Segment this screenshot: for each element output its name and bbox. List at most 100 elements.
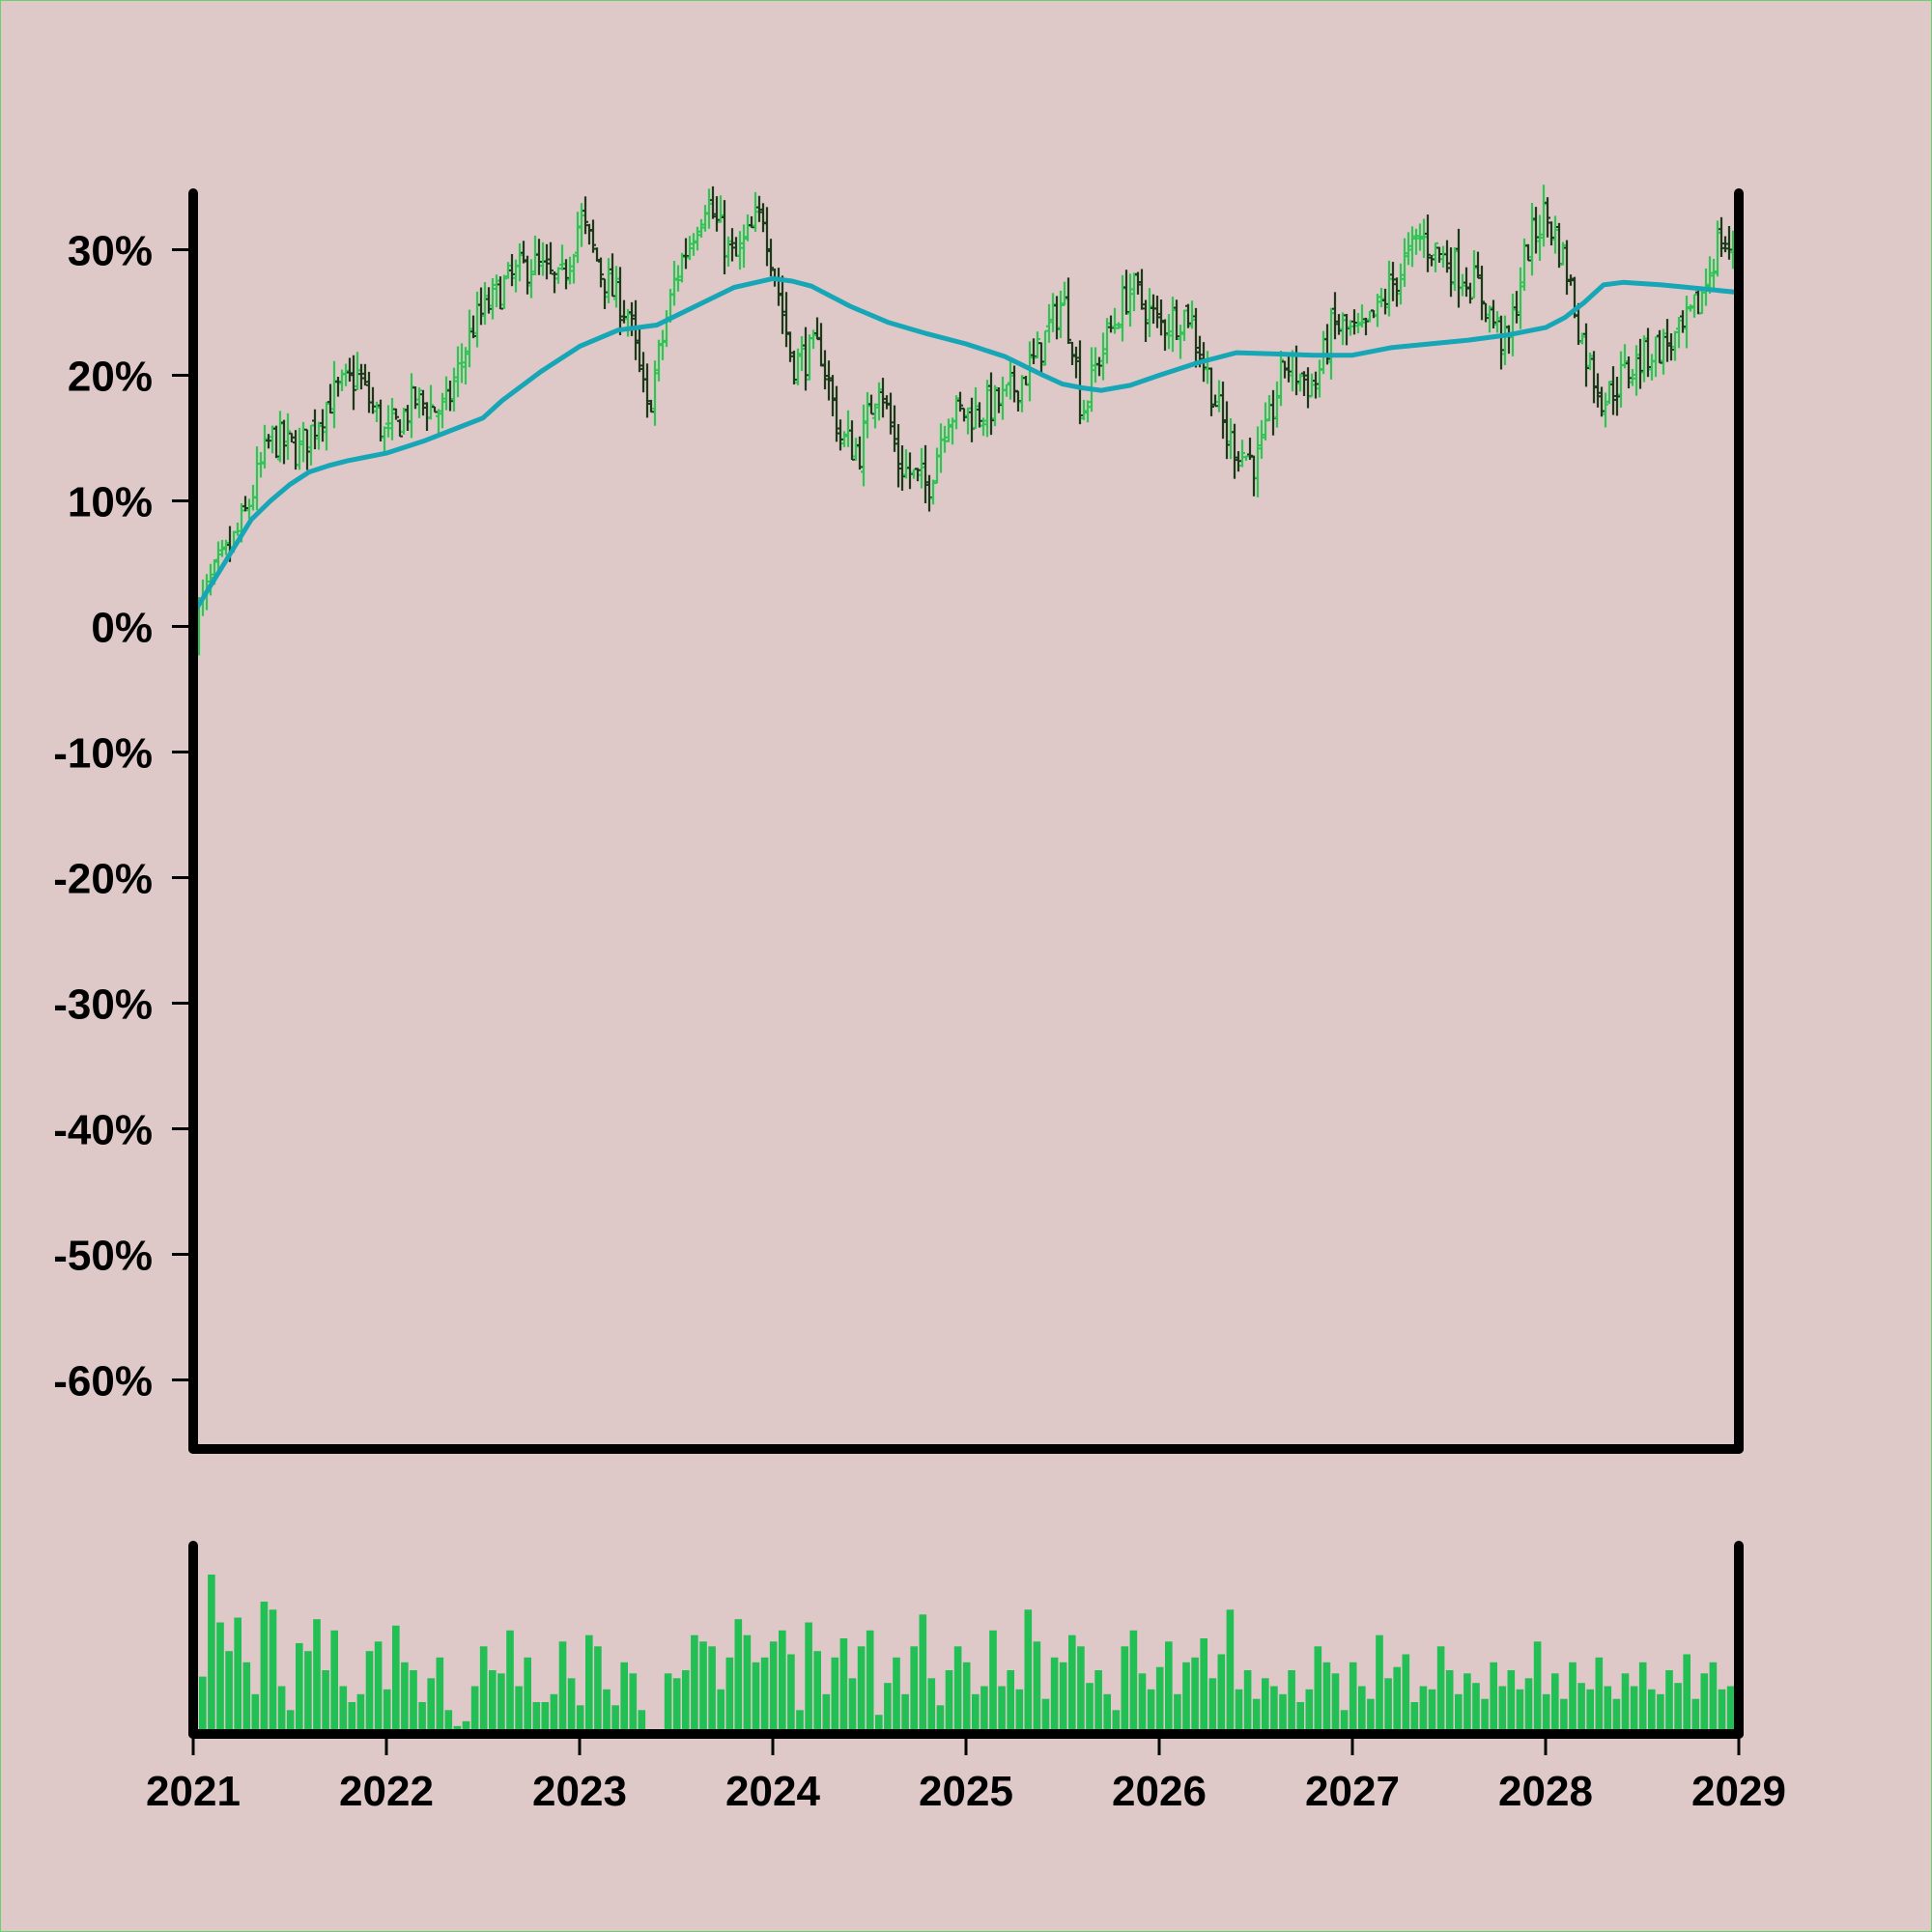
ohlc-bar-down	[648, 399, 654, 413]
ohlc-bar-down	[977, 402, 982, 428]
volume-bar	[901, 1693, 909, 1735]
volume-bar	[1349, 1662, 1357, 1735]
ohlc-bar-down	[1444, 240, 1450, 273]
ohlc-bar-down	[868, 394, 874, 415]
ohlc-bar-up	[953, 395, 959, 430]
ohlc-bar-up	[308, 424, 314, 466]
ohlc-bar-up	[1518, 267, 1523, 329]
volume-bar	[611, 1705, 619, 1734]
ohlc-bar-down	[1548, 221, 1554, 246]
ohlc-bar-up	[235, 523, 241, 536]
ohlc-bar-down	[1491, 299, 1496, 328]
ohlc-bar-up	[872, 403, 878, 429]
volume-bar	[497, 1673, 505, 1734]
volume-bar	[1402, 1654, 1410, 1734]
volume-bar	[1077, 1646, 1085, 1735]
volume-bar	[269, 1609, 277, 1734]
ohlc-bar-down	[582, 196, 588, 235]
y-axis-ticks: 30% 20% 10% 0% -10% -20% -30% -40% -50% -60%	[53, 228, 193, 1406]
ohlc-bar-down	[378, 399, 384, 441]
volume-bar	[1516, 1689, 1524, 1734]
volume-bar	[479, 1646, 488, 1735]
ohlc-bar-up	[1402, 238, 1407, 287]
ohlc-bar-down	[857, 436, 863, 470]
volume-bar	[330, 1630, 338, 1735]
ohlc-bar-down	[838, 419, 843, 451]
ohlc-bar-up	[355, 352, 360, 390]
ohlc-bar-up	[606, 258, 611, 303]
ohlc-bar-up	[270, 425, 275, 454]
volume-bar	[304, 1651, 312, 1734]
ohlc-bar-down	[1719, 216, 1724, 257]
ohlc-bar-up	[1630, 368, 1635, 386]
ohlc-bar-up	[1239, 440, 1245, 468]
ohlc-bar-down	[1429, 255, 1435, 267]
volume-bar	[1472, 1683, 1480, 1734]
volume-bar	[532, 1702, 541, 1734]
ohlc-bar-down	[470, 315, 476, 339]
volume-bar	[1533, 1641, 1542, 1734]
ohlc-bar-up	[1699, 287, 1705, 315]
volume-bar	[708, 1646, 716, 1735]
ohlc-bar-up	[1000, 376, 1006, 420]
volume-bar	[998, 1686, 1006, 1734]
ohlc-bar-up	[1189, 300, 1195, 329]
volume-bar	[831, 1657, 839, 1734]
ohlc-bar-up	[401, 408, 407, 435]
ohlc-bar-down	[548, 242, 554, 274]
volume-bar	[857, 1646, 866, 1735]
ohlc-bar-down	[1015, 389, 1021, 412]
ohlc-bar-up	[1413, 228, 1419, 255]
x-tick-label: 2026	[1112, 1768, 1207, 1815]
ohlc-bar-down	[1282, 360, 1288, 379]
ohlc-bar-up	[215, 541, 221, 572]
ohlc-bar-up	[865, 391, 870, 439]
ohlc-bar-down	[602, 277, 608, 309]
ohlc-bar-down	[525, 255, 530, 295]
ohlc-bar-up	[1042, 329, 1048, 366]
ohlc-bar-up	[706, 188, 712, 229]
ohlc-bar-down	[563, 259, 569, 290]
volume-bar	[638, 1710, 646, 1735]
volume-bar	[1428, 1689, 1436, 1734]
volume-bar	[1217, 1654, 1226, 1734]
ohlc-bar-down	[710, 185, 716, 219]
ohlc-bar-down	[509, 254, 515, 287]
ohlc-bar-down	[1232, 423, 1237, 479]
y-tick-label: 0%	[91, 605, 153, 652]
volume-bar	[462, 1720, 470, 1734]
ohlc-bar-up	[262, 424, 268, 469]
ohlc-bar-down	[780, 275, 785, 334]
volume-bar	[1288, 1670, 1295, 1734]
volume-bar	[1059, 1662, 1067, 1735]
volume-bar	[1138, 1673, 1147, 1734]
ohlc-bar-down	[996, 386, 1002, 413]
ohlc-bar-up	[1406, 232, 1411, 266]
volume-bar	[383, 1689, 391, 1734]
ohlc-bar-up	[613, 266, 619, 308]
ohlc-bar-down	[892, 405, 897, 452]
ohlc-bar-up	[1112, 307, 1118, 334]
volume-bar	[972, 1693, 980, 1735]
ohlc-bar-up	[695, 226, 700, 251]
ohlc-bar-down	[1568, 274, 1574, 286]
ohlc-bar-up	[1471, 249, 1477, 298]
ohlc-bar-up	[919, 447, 924, 489]
ohlc-bar-up	[691, 233, 696, 256]
ohlc-bar-down	[957, 391, 963, 412]
volume-bar	[1630, 1686, 1638, 1734]
volume-bar	[769, 1641, 778, 1734]
ohlc-bar-up	[934, 447, 940, 485]
ohlc-bar-up	[942, 425, 948, 453]
ohlc-bar-down	[1382, 288, 1388, 315]
ohlc-bar-up	[467, 309, 472, 368]
volume-bar	[936, 1705, 945, 1734]
ohlc-bar-up	[1127, 273, 1133, 327]
ohlc-bar-down	[1351, 309, 1357, 335]
ohlc-bar-down	[961, 407, 967, 422]
volume-bar	[1551, 1673, 1559, 1734]
ohlc-bar-down	[598, 257, 604, 288]
ohlc-bar-up	[331, 360, 337, 429]
volume-bar	[1463, 1673, 1471, 1734]
ohlc-bar-down	[335, 377, 341, 397]
